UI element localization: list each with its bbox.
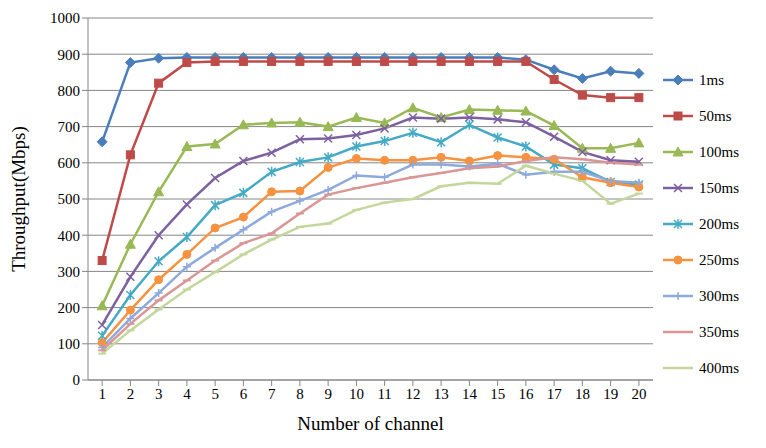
svg-text:10: 10: [349, 386, 364, 402]
svg-text:11: 11: [377, 386, 391, 402]
svg-text:7: 7: [268, 386, 276, 402]
html-text:200ms: 200ms: [699, 215, 739, 232]
svg-text:15: 15: [490, 386, 505, 402]
svg-text:1000: 1000: [50, 10, 80, 26]
html-text:400ms: 400ms: [699, 359, 739, 376]
html-text:50ms: 50ms: [699, 107, 732, 124]
svg-text:1: 1: [98, 386, 106, 402]
svg-text:16: 16: [518, 386, 534, 402]
svg-text:300: 300: [58, 264, 81, 280]
html-text:100ms: 100ms: [699, 143, 739, 160]
svg-text:700: 700: [58, 119, 81, 135]
html-text:300ms: 300ms: [699, 287, 739, 304]
svg-text:400: 400: [58, 228, 81, 244]
svg-text:0: 0: [73, 372, 81, 388]
html-text:350ms: 350ms: [699, 323, 739, 340]
svg-text:9: 9: [324, 386, 332, 402]
svg-text:17: 17: [547, 386, 563, 402]
svg-text:800: 800: [58, 83, 81, 99]
svg-text:19: 19: [603, 386, 618, 402]
html-text:1ms: 1ms: [699, 71, 724, 88]
svg-text:6: 6: [240, 386, 248, 402]
svg-text:600: 600: [58, 155, 81, 171]
svg-text:18: 18: [575, 386, 590, 402]
svg-text:12: 12: [405, 386, 420, 402]
html-text:250ms: 250ms: [699, 251, 739, 268]
svg-text:900: 900: [58, 47, 81, 63]
svg-text:14: 14: [462, 386, 478, 402]
svg-text:4: 4: [183, 386, 191, 402]
svg-text:5: 5: [211, 386, 219, 402]
svg-text:500: 500: [58, 191, 81, 207]
svg-text:200: 200: [58, 300, 81, 316]
svg-text:3: 3: [155, 386, 163, 402]
svg-text:13: 13: [434, 386, 449, 402]
svg-text:2: 2: [127, 386, 135, 402]
svg-text:Throughput(Mbps): Throughput(Mbps): [8, 126, 30, 272]
svg-text:20: 20: [631, 386, 646, 402]
svg-text:Number of channel: Number of channel: [297, 413, 444, 434]
svg-text:100: 100: [58, 336, 81, 352]
svg-text:8: 8: [296, 386, 304, 402]
html-text:150ms: 150ms: [699, 179, 739, 196]
